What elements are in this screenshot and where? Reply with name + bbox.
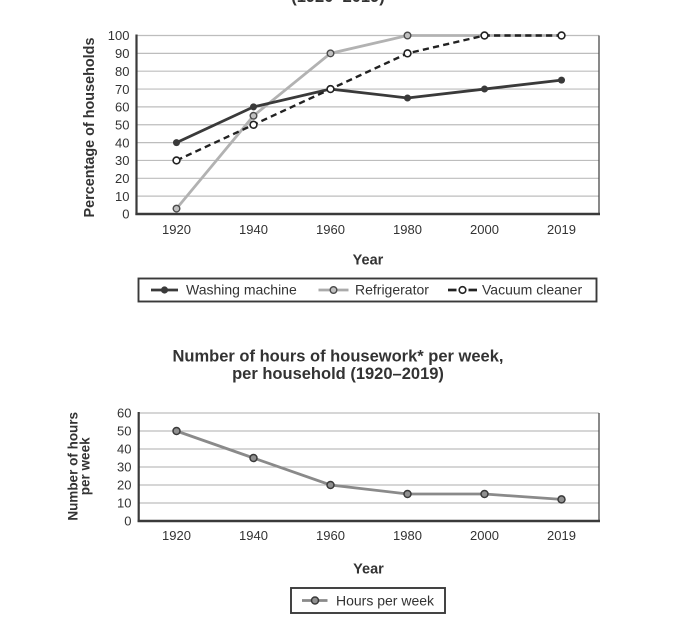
svg-text:70: 70: [115, 82, 129, 97]
svg-text:50: 50: [115, 117, 129, 132]
svg-text:Washing machine: Washing machine: [186, 281, 297, 297]
svg-text:1980: 1980: [393, 222, 422, 237]
svg-text:Hours per week: Hours per week: [336, 592, 435, 608]
svg-text:10: 10: [117, 496, 131, 511]
svg-text:20: 20: [115, 171, 129, 186]
svg-text:per household (1920–2019): per household (1920–2019): [232, 365, 444, 383]
svg-text:1940: 1940: [239, 222, 268, 237]
svg-text:10: 10: [115, 189, 129, 204]
svg-text:Year: Year: [353, 561, 384, 577]
svg-text:Number of hours of housework*: Number of hours of housework* per week,: [173, 348, 504, 366]
svg-text:Vacuum cleaner: Vacuum cleaner: [482, 281, 582, 297]
svg-text:60: 60: [115, 100, 129, 115]
svg-text:1920: 1920: [162, 222, 191, 237]
svg-text:40: 40: [117, 442, 131, 457]
svg-text:2019: 2019: [547, 222, 576, 237]
svg-text:1920: 1920: [162, 528, 191, 543]
svg-text:1960: 1960: [316, 528, 345, 543]
svg-text:Year: Year: [353, 253, 384, 269]
svg-text:30: 30: [115, 153, 129, 168]
svg-text:(1920–2019): (1920–2019): [291, 0, 385, 6]
svg-text:2019: 2019: [547, 528, 576, 543]
svg-text:90: 90: [115, 46, 129, 61]
svg-text:1980: 1980: [393, 528, 422, 543]
svg-text:0: 0: [124, 514, 131, 529]
svg-text:40: 40: [115, 135, 129, 150]
svg-text:2000: 2000: [470, 528, 499, 543]
svg-text:Refrigerator: Refrigerator: [355, 281, 429, 297]
svg-text:50: 50: [117, 424, 131, 439]
svg-text:0: 0: [122, 207, 129, 222]
svg-text:2000: 2000: [470, 222, 499, 237]
svg-text:per week: per week: [78, 437, 93, 495]
svg-text:Percentage of households: Percentage of households: [82, 38, 98, 218]
svg-text:1940: 1940: [239, 528, 268, 543]
svg-text:30: 30: [117, 460, 131, 475]
svg-text:100: 100: [108, 28, 130, 43]
svg-text:60: 60: [117, 406, 131, 421]
svg-text:80: 80: [115, 64, 129, 79]
svg-text:20: 20: [117, 478, 131, 493]
svg-text:Number of hours: Number of hours: [65, 412, 80, 521]
svg-text:1960: 1960: [316, 222, 345, 237]
